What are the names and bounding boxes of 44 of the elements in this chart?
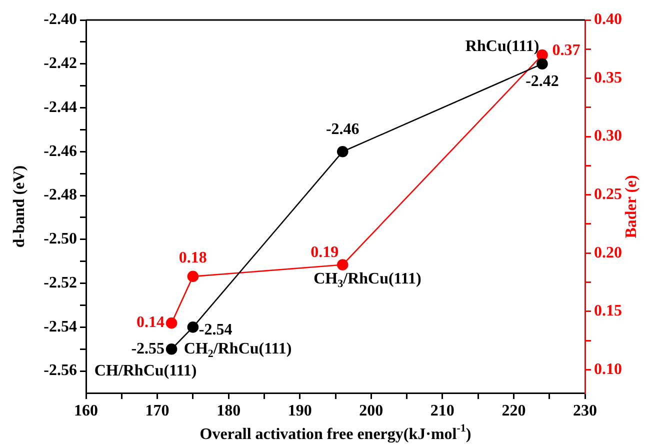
x-tick-label: 200	[359, 402, 384, 420]
x-tick-label: 190	[288, 402, 312, 420]
y2-tick-label: 0.30	[594, 128, 622, 145]
data-label: -2.46	[326, 120, 360, 138]
y-tick-label: -2.54	[44, 318, 77, 336]
data-label: -2.55	[131, 340, 165, 358]
data-label: 0.37	[552, 42, 580, 60]
y2-tick-label: 0.25	[594, 186, 622, 203]
point	[536, 58, 548, 70]
x-tick-label: 180	[216, 402, 241, 420]
point	[336, 146, 348, 158]
y2-axis-title: Bader (e)	[623, 175, 640, 238]
y-tick-label: -2.50	[44, 230, 77, 248]
y-tick-label: -2.56	[44, 362, 77, 380]
y-axis-title: d-band (eV)	[11, 165, 28, 248]
x-tick-label: 230	[573, 402, 597, 420]
point	[187, 322, 199, 333]
data-label: 0.19	[310, 244, 339, 261]
annotation: RhCu(111)	[465, 38, 540, 56]
y-tick-label: -2.52	[44, 274, 77, 292]
point	[166, 317, 178, 329]
y-tick-label: -2.40	[44, 11, 77, 28]
y2-tick-label: 0.15	[594, 302, 622, 320]
x-tick-label: 210	[430, 402, 454, 420]
x-tick-label: 170	[145, 402, 170, 420]
point	[166, 343, 178, 355]
y2-tick-label: 0.35	[594, 69, 622, 86]
y2-tick-label: 0.10	[594, 360, 622, 378]
y2-tick-label: 0.40	[594, 11, 622, 28]
annotation: CH/RhCu(111)	[94, 362, 197, 380]
y-tick-label: -2.42	[44, 55, 77, 72]
data-label: 0.18	[178, 250, 207, 267]
point	[536, 49, 548, 61]
data-label: -2.42	[526, 73, 559, 90]
y2-tick-label: 0.20	[594, 244, 622, 262]
data-label: -2.54	[198, 321, 232, 338]
data-label: 0.14	[136, 314, 165, 332]
point	[187, 270, 199, 282]
x-tick-label: 160	[74, 402, 98, 420]
x-tick-label: 220	[502, 402, 526, 420]
y-tick-label: -2.44	[44, 98, 77, 116]
y-tick-label: -2.46	[44, 142, 77, 160]
y-tick-label: -2.48	[44, 186, 77, 204]
point	[336, 259, 348, 270]
